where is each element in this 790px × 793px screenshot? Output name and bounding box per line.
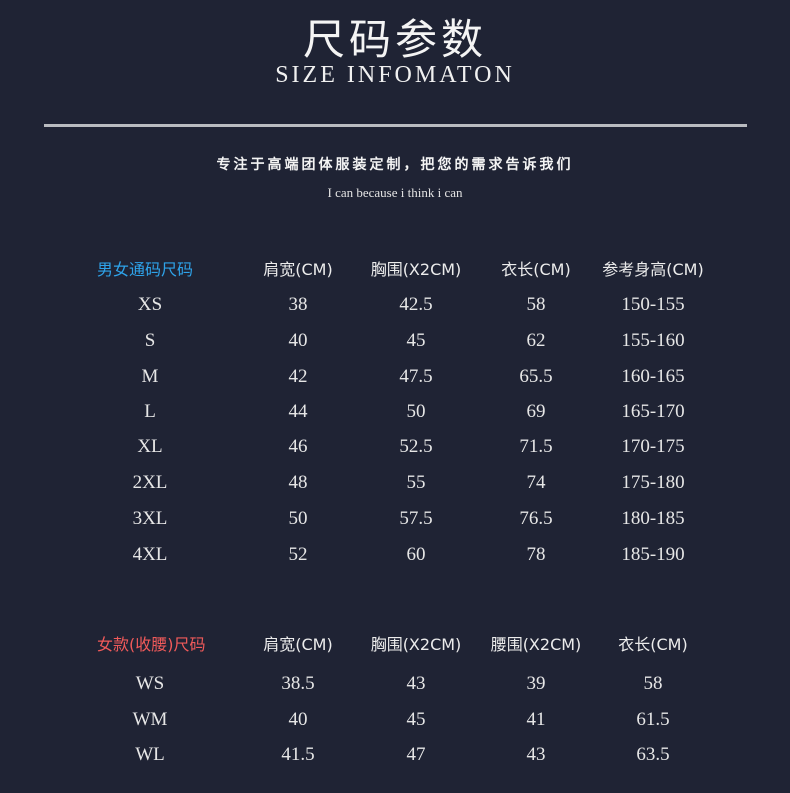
- women-table-value-cell: 39: [526, 673, 546, 694]
- unisex-table-value-cell: 180-185: [621, 508, 685, 529]
- unisex-table-size-cell: 2XL: [132, 472, 168, 493]
- unisex-table-value-cell: 65.5: [519, 366, 553, 387]
- unisex-table-value-cell: 44: [288, 401, 308, 422]
- women-table-column-header: 肩宽(CM): [263, 635, 333, 654]
- women-table-column-header: 胸围(X2CM): [370, 635, 462, 654]
- unisex-table-size-cell: 3XL: [132, 508, 168, 529]
- unisex-table-size-cell: L: [144, 401, 156, 422]
- unisex-table-value-cell: 38: [288, 294, 308, 315]
- women-table-value-cell: 63.5: [636, 744, 670, 765]
- women-table-value-cell: 58: [643, 673, 663, 694]
- women-table-value-cell: 61.5: [636, 709, 670, 730]
- unisex-table-value-cell: 170-175: [621, 436, 685, 457]
- unisex-table-value-cell: 57.5: [399, 508, 433, 529]
- divider: [44, 124, 747, 127]
- women-table-size-cell: WL: [135, 744, 165, 765]
- women-table-value-cell: 43: [526, 744, 546, 765]
- unisex-table-value-cell: 50: [406, 401, 426, 422]
- unisex-table-value-cell: 52.5: [399, 436, 433, 457]
- unisex-table-value-cell: 165-170: [621, 401, 685, 422]
- unisex-table-value-cell: 42: [288, 366, 308, 387]
- unisex-table-column-header: 胸围(X2CM): [370, 260, 462, 279]
- unisex-table-value-cell: 55: [406, 472, 426, 493]
- women-table-column-header: 衣长(CM): [618, 635, 688, 654]
- unisex-table-value-cell: 60: [406, 544, 426, 565]
- women-table-column-header: 腰围(X2CM): [490, 635, 582, 654]
- unisex-table-size-cell: M: [141, 366, 159, 387]
- women-table-label: 女款(收腰)尺码: [97, 635, 206, 654]
- unisex-table-column-header: 衣长(CM): [501, 260, 571, 279]
- unisex-table-size-cell: XS: [137, 294, 163, 315]
- unisex-table-value-cell: 58: [526, 294, 546, 315]
- unisex-table-value-cell: 78: [526, 544, 546, 565]
- unisex-table-size-cell: 4XL: [132, 544, 168, 565]
- unisex-table-value-cell: 150-155: [621, 294, 685, 315]
- women-table-value-cell: 40: [288, 709, 308, 730]
- unisex-table-value-cell: 48: [288, 472, 308, 493]
- unisex-table-value-cell: 74: [526, 472, 546, 493]
- women-table-size-cell: WS: [135, 673, 165, 694]
- unisex-table-value-cell: 42.5: [399, 294, 433, 315]
- unisex-table-value-cell: 160-165: [621, 366, 685, 387]
- unisex-table-label: 男女通码尺码: [97, 260, 194, 279]
- page-title: 尺码参数: [302, 15, 487, 64]
- unisex-table-value-cell: 46: [288, 436, 308, 457]
- unisex-table-value-cell: 185-190: [621, 544, 685, 565]
- women-table-value-cell: 38.5: [281, 673, 315, 694]
- unisex-table-size-cell: S: [144, 330, 156, 351]
- women-table-value-cell: 41: [526, 709, 546, 730]
- women-table-value-cell: 47: [406, 744, 426, 765]
- women-table-value-cell: 43: [406, 673, 426, 694]
- unisex-table-value-cell: 40: [288, 330, 308, 351]
- unisex-table-value-cell: 52: [288, 544, 308, 565]
- motto: I can because i think i can: [327, 185, 463, 200]
- unisex-table-value-cell: 175-180: [621, 472, 685, 493]
- unisex-table-value-cell: 45: [406, 330, 426, 351]
- unisex-table-value-cell: 62: [526, 330, 546, 351]
- unisex-table-value-cell: 71.5: [519, 436, 553, 457]
- women-table-value-cell: 41.5: [281, 744, 315, 765]
- women-table-size-cell: WM: [132, 709, 168, 730]
- unisex-table-value-cell: 69: [526, 401, 546, 422]
- page-subtitle: SIZE INFOMATON: [275, 62, 515, 88]
- women-table-value-cell: 45: [406, 709, 426, 730]
- slogan: 专注于高端团体服装定制，把您的需求告诉我们: [216, 157, 574, 173]
- unisex-table-value-cell: 47.5: [399, 366, 433, 387]
- unisex-table-column-header: 肩宽(CM): [263, 260, 333, 279]
- unisex-table-column-header: 参考身高(CM): [602, 260, 704, 279]
- unisex-table-value-cell: 155-160: [621, 330, 685, 351]
- unisex-table-value-cell: 50: [288, 508, 308, 529]
- unisex-table-value-cell: 76.5: [519, 508, 553, 529]
- unisex-table-size-cell: XL: [137, 436, 163, 457]
